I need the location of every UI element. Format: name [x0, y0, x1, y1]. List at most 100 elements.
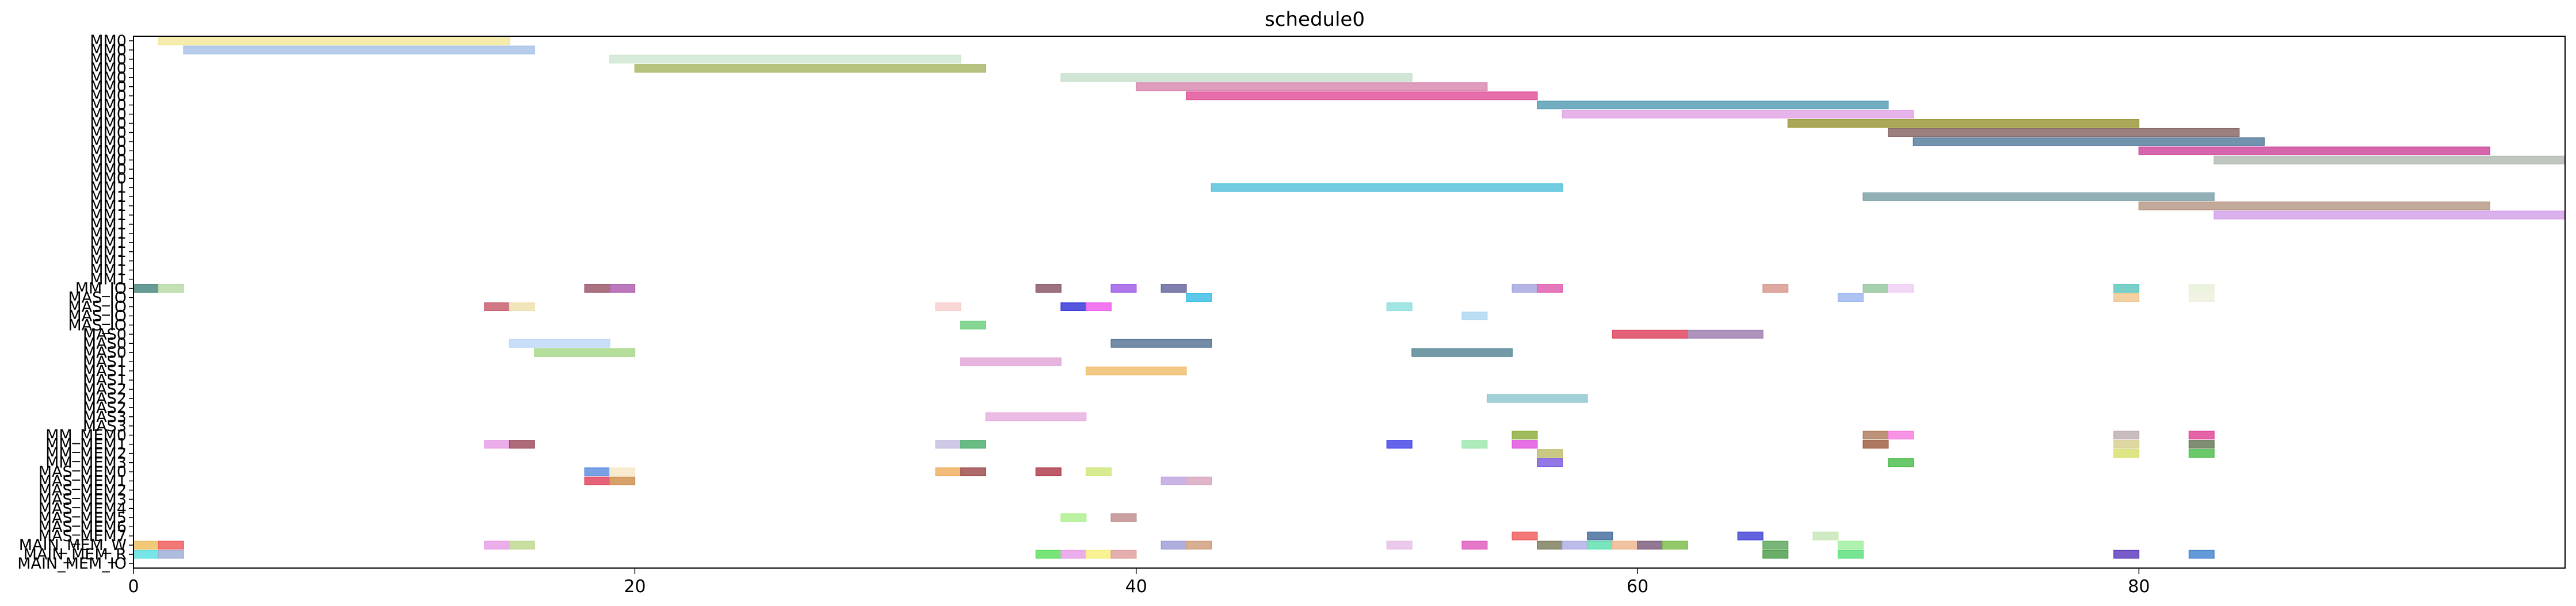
task-bar [1461, 540, 1488, 550]
bars-layer [133, 36, 2566, 559]
task-bar [1035, 284, 1062, 293]
y-tick-label: MM0 [90, 41, 127, 59]
task-bar [1060, 302, 1087, 312]
task-bar [509, 302, 535, 312]
y-tick-label: MAIN_MEM_R [24, 546, 127, 563]
task-bar [1662, 540, 1688, 550]
y-tick-label: MAS_MEM2 [39, 481, 127, 499]
task-bar [584, 284, 610, 293]
task-bar [1085, 467, 1112, 477]
task-bar [2113, 440, 2140, 449]
task-bar [1161, 284, 1187, 293]
task-bar [158, 36, 510, 45]
task-bar [158, 540, 184, 550]
task-bar [1887, 128, 2240, 137]
y-tick-label: MM1 [90, 188, 127, 206]
task-bar [1762, 284, 1789, 293]
y-tick-label: MAS0 [83, 344, 127, 362]
y-tick-label: MM1 [90, 225, 127, 243]
task-bar [1562, 110, 1914, 119]
task-bar [133, 284, 159, 293]
y-tick-label: MM1 [90, 252, 127, 270]
task-bar [1512, 531, 1538, 540]
task-bar [2113, 293, 2140, 302]
task-bar [1863, 431, 1889, 440]
task-bar [2188, 293, 2215, 302]
task-bar [1060, 550, 1087, 559]
task-bar [1411, 348, 1513, 357]
task-bar [1060, 513, 1087, 522]
task-bar [1461, 311, 1488, 320]
y-tick-label: MAS_IO [68, 289, 127, 307]
task-bar [2188, 431, 2215, 440]
task-bar [484, 302, 510, 312]
y-tick-label: MM_IO [75, 280, 127, 298]
y-tick-label: MAIN_MEM_IO [17, 555, 127, 573]
y-tick-label: MM0 [90, 142, 127, 160]
task-bar [1637, 540, 1663, 550]
task-bar [1386, 302, 1413, 312]
y-tick-label: MAS_MEM1 [39, 472, 127, 490]
task-bar [609, 55, 961, 64]
task-bar [2138, 146, 2491, 155]
y-tick-label: MM0 [90, 69, 127, 87]
y-tick-label: MM1 [90, 216, 127, 233]
task-bar [1135, 82, 1488, 91]
y-tick-label: MAS1 [83, 371, 127, 389]
task-bar [2188, 440, 2215, 449]
task-bar [1537, 449, 1563, 458]
y-tick-label: MAS_MEM6 [39, 518, 127, 536]
task-bar [1186, 91, 1538, 101]
y-tick-label: MAS_MEM4 [39, 500, 127, 517]
y-tick-label: MAS2 [83, 399, 127, 417]
y-tick-label: MM1 [90, 234, 127, 252]
task-bar [1512, 431, 1538, 440]
y-tick-label: MAIN_MEM_W [19, 536, 127, 554]
task-bar [1035, 467, 1062, 477]
y-tick-label: MM0 [90, 60, 127, 78]
task-bar [183, 45, 535, 55]
task-bar [1687, 329, 1764, 339]
y-tick-label: MM0 [90, 170, 127, 187]
x-ticks: 0 20 40 60 80 [128, 568, 2150, 597]
task-bar [1110, 284, 1137, 293]
task-bar [158, 284, 184, 293]
task-bar [2113, 284, 2140, 293]
task-bar [609, 476, 636, 486]
task-bar [1562, 540, 1588, 550]
task-bar [2188, 449, 2215, 458]
y-tick-label: MM0 [90, 133, 127, 151]
task-bar [1110, 339, 1212, 348]
task-bar [2214, 155, 2566, 164]
task-bar [960, 357, 1062, 366]
task-bar [960, 320, 987, 329]
task-bar [1863, 440, 1889, 449]
task-bar [484, 440, 510, 449]
task-bar [1537, 101, 1889, 110]
y-tick-label: MAS_MEM5 [39, 509, 127, 527]
y-tick-label: MM1 [90, 179, 127, 197]
task-bar [1887, 284, 1914, 293]
task-bar [1537, 540, 1563, 550]
task-bar [1812, 531, 1839, 540]
y-tick-label: MAS0 [83, 325, 127, 343]
task-bar [1085, 550, 1112, 559]
task-bar [133, 540, 159, 550]
task-bar [1486, 394, 1588, 403]
y-tick-label: MM0 [90, 97, 127, 114]
task-bar [634, 64, 987, 73]
task-bar [1887, 458, 1914, 467]
x-tick-label: 60 [1627, 577, 1648, 597]
task-bar [1035, 550, 1062, 559]
task-bar [509, 440, 535, 449]
task-bar [2113, 449, 2140, 458]
plot-frame [133, 36, 2566, 569]
y-tick-label: MAS3 [83, 408, 127, 426]
task-bar [1186, 476, 1212, 486]
y-tick-label: MM_MEM3 [45, 454, 127, 472]
task-bar [1110, 550, 1137, 559]
task-bar [1837, 293, 1864, 302]
task-bar [1085, 302, 1112, 312]
x-tick-label: 0 [128, 577, 139, 597]
task-bar [484, 540, 510, 550]
